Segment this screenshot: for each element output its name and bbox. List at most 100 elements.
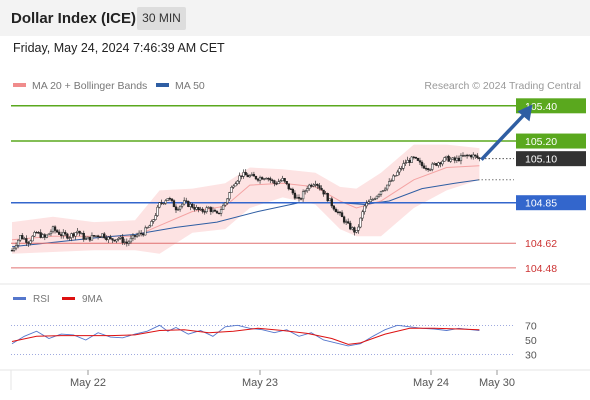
candle-bear	[349, 222, 352, 230]
candle-bear	[140, 232, 143, 235]
candle-bull	[472, 154, 475, 158]
candle-bear	[142, 233, 145, 236]
chart-header: Dollar Index (ICE) 30 MIN	[0, 0, 590, 36]
timeframe-badge[interactable]: 30 MIN	[137, 7, 186, 30]
candle-bull	[367, 201, 370, 204]
candle-bull	[234, 183, 237, 187]
candle-bear	[246, 174, 249, 178]
candle-bear	[111, 238, 114, 241]
candle-bull	[248, 175, 251, 178]
candle-bull	[328, 198, 331, 202]
rsi-legend-swatch	[13, 297, 26, 300]
rsi-legend-label: RSI	[33, 294, 50, 305]
candle-bear	[60, 234, 63, 236]
candle-bull	[304, 190, 307, 193]
candle-bull	[68, 237, 71, 239]
candle-bull	[390, 180, 393, 182]
candle-bull	[178, 205, 182, 210]
candle-bull	[123, 241, 126, 243]
candle-bear	[99, 236, 102, 238]
level-tag-resistance	[516, 133, 586, 149]
legend-bollinger: MA 20 + Bollinger Bands	[13, 80, 147, 92]
candle-bull	[156, 206, 159, 216]
candle-bear	[408, 159, 411, 163]
candle-bear	[160, 202, 163, 204]
candle-bull	[402, 163, 405, 169]
candle-bull	[265, 178, 268, 180]
candle-bear	[78, 230, 81, 234]
candle-bear	[39, 232, 42, 238]
credit-text: Research © 2024 Trading Central	[424, 80, 581, 92]
candle-bear	[217, 212, 221, 215]
candle-bull	[431, 163, 434, 170]
rsi-tick-label: 30	[525, 350, 537, 362]
candle-bull	[396, 171, 399, 176]
candle-bear	[285, 180, 288, 184]
forecast-arrow-shaft	[480, 114, 525, 161]
candle-bull	[445, 155, 448, 158]
candle-bear	[320, 187, 323, 191]
candle-bull	[94, 235, 98, 237]
candle-bull	[308, 184, 311, 189]
candle-bull	[279, 180, 282, 183]
candle-bear	[275, 183, 278, 185]
bollinger-band-area	[12, 144, 480, 254]
candle-bull	[383, 188, 387, 191]
candle-bear	[27, 242, 30, 244]
candle-bear	[289, 188, 292, 190]
candle-bear	[287, 183, 290, 190]
candle-bear	[435, 163, 438, 166]
candle-bear	[53, 226, 57, 231]
x-tick-label: May 30	[479, 377, 515, 389]
candle-bear	[21, 235, 24, 240]
candle-bull	[86, 236, 89, 240]
candle-bear	[37, 232, 40, 234]
candle-bull	[398, 168, 401, 173]
candle-bull	[119, 236, 122, 239]
candle-bear	[318, 185, 321, 189]
candle-bull	[205, 207, 208, 212]
candle-bull	[379, 190, 383, 195]
candle-bull	[361, 211, 364, 219]
candle-bull	[74, 232, 77, 237]
candle-bull	[135, 234, 139, 237]
level-label-support: 104.48	[525, 263, 557, 275]
candle-bear	[457, 157, 461, 162]
candle-bull	[377, 194, 381, 197]
level-tag-label-resistance: 105.20	[525, 136, 557, 148]
candle-bear	[203, 211, 206, 213]
candle-bull	[158, 202, 161, 208]
timestamp: Friday, May 24, 2024 7:46:39 AM CET	[13, 41, 225, 55]
candle-bull	[228, 192, 231, 200]
candle-bull	[117, 238, 120, 240]
legend-ma50: MA 50	[156, 80, 205, 92]
candle-bear	[422, 165, 426, 169]
candle-bull	[312, 184, 315, 187]
candle-bear	[174, 206, 178, 211]
candle-bear	[121, 236, 124, 243]
candle-bull	[199, 208, 202, 211]
candle-bull	[437, 162, 440, 166]
candle-bull	[127, 241, 130, 244]
candle-bear	[447, 155, 450, 162]
candle-bull	[373, 198, 377, 200]
candle-bear	[474, 154, 477, 157]
candle-bear	[414, 156, 418, 159]
candle-bear	[187, 200, 190, 207]
candle-bull	[14, 245, 18, 249]
candle-bear	[412, 156, 415, 159]
candle-bear	[465, 154, 469, 157]
candle-bear	[427, 168, 430, 170]
candle-bear	[109, 236, 112, 239]
candle-bull	[176, 208, 180, 211]
candle-bear	[244, 172, 247, 176]
candle-bear	[476, 155, 479, 159]
candle-bull	[230, 187, 233, 193]
candle-bull	[468, 154, 471, 157]
candle-bull	[392, 175, 395, 181]
level-tag-resistance	[516, 98, 586, 114]
candle-bull	[51, 226, 55, 233]
candle-bull	[211, 209, 215, 212]
candle-bull	[381, 190, 385, 192]
candle-bull	[281, 178, 284, 181]
